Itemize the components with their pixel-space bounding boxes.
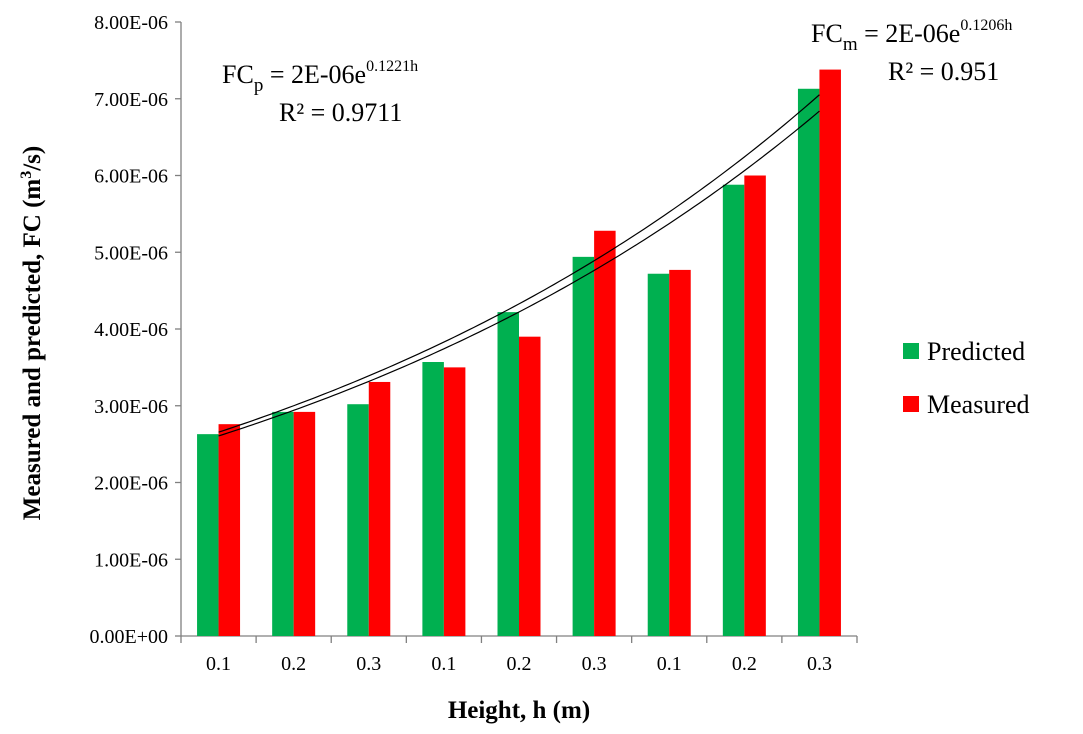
bar-predicted xyxy=(197,434,219,636)
equation-predicted-rhs: = 2E-06e xyxy=(263,60,366,89)
equation-measured-sub: m xyxy=(843,34,858,55)
x-tick-label: 0.1 xyxy=(206,653,231,675)
equation-predicted-lhs: FC xyxy=(222,60,254,89)
y-tick-label: 3.00E-06 xyxy=(94,396,168,418)
equation-measured: FCm = 2E-06e0.1206h xyxy=(811,17,1012,55)
x-tick-label: 0.3 xyxy=(807,653,832,675)
x-tick-label: 0.3 xyxy=(356,653,381,675)
y-axis-title-end: /s) xyxy=(19,146,46,172)
bar-measured xyxy=(669,269,691,636)
bar-predicted xyxy=(797,88,820,636)
y-tick-label: 0.00E+00 xyxy=(90,626,169,648)
bar-measured xyxy=(218,424,241,636)
equation-measured-rhs: = 2E-06e xyxy=(858,19,961,48)
equation-predicted-sub: p xyxy=(254,75,264,96)
trendline-equation-predicted: FCp = 2E-06e0.1221h R² = 0.9711 xyxy=(222,58,418,127)
y-tick-label: 4.00E-06 xyxy=(94,319,168,341)
y-tick-label: 6.00E-06 xyxy=(94,166,168,188)
trendlines xyxy=(218,94,820,437)
trendline-measured xyxy=(218,110,820,437)
bar-measured xyxy=(293,411,316,636)
y-axis-ticks: 0.00E+00 1.00E-06 2.00E-06 3.00E-06 4.00E-06… xyxy=(90,12,181,648)
r-squared-predicted: R² = 0.9711 xyxy=(279,98,402,127)
legend-label-predicted: Predicted xyxy=(927,337,1025,366)
bar-predicted xyxy=(347,404,369,636)
legend-swatch-predicted xyxy=(903,343,919,359)
y-axis-title: Measured and predicted, FC (m3/s) xyxy=(18,146,46,520)
bar-predicted xyxy=(272,411,294,636)
x-tick-label: 0.3 xyxy=(582,653,607,675)
x-tick-label: 0.2 xyxy=(732,653,757,675)
bar-predicted xyxy=(497,312,519,636)
y-tick-label: 2.00E-06 xyxy=(94,473,168,495)
bar-measured xyxy=(443,367,466,636)
equation-predicted-exp: 0.1221h xyxy=(366,58,418,75)
bar-measured xyxy=(819,69,841,636)
y-tick-label: 5.00E-06 xyxy=(94,242,168,264)
y-axis-title-main: Measured and predicted, FC (m xyxy=(19,179,46,521)
y-tick-label: 1.00E-06 xyxy=(94,549,168,571)
legend: Predicted Measured xyxy=(903,337,1030,419)
bar-predicted xyxy=(647,273,670,636)
legend-swatch-measured xyxy=(903,396,919,412)
equation-measured-exp: 0.1206h xyxy=(960,17,1012,34)
bar-measured xyxy=(368,381,391,636)
x-tick-label: 0.1 xyxy=(657,653,682,675)
bar-measured xyxy=(744,175,766,636)
x-axis-title: Height, h (m) xyxy=(448,697,590,724)
trendline-predicted xyxy=(218,94,820,433)
equation-measured-lhs: FC xyxy=(811,19,843,48)
bar-measured xyxy=(594,230,616,636)
x-tick-label: 0.2 xyxy=(281,653,306,675)
r-squared-measured: R² = 0.951 xyxy=(888,57,999,86)
bar-predicted xyxy=(722,184,745,636)
x-tick-label: 0.2 xyxy=(507,653,532,675)
x-tick-label: 0.1 xyxy=(431,653,456,675)
y-tick-label: 8.00E-06 xyxy=(94,12,168,34)
bar-predicted xyxy=(422,362,444,636)
bar-measured xyxy=(519,336,541,636)
bar-predicted xyxy=(572,256,595,636)
legend-label-measured: Measured xyxy=(927,390,1030,419)
bars xyxy=(197,69,841,636)
y-axis-title-sup: 3 xyxy=(18,171,35,179)
trendline-equation-measured: FCm = 2E-06e0.1206h R² = 0.951 xyxy=(811,17,1012,86)
equation-predicted: FCp = 2E-06e0.1221h xyxy=(222,58,418,96)
x-axis-ticks: 0.1 0.2 0.3 0.1 0.2 0.3 0.1 0.2 0.3 xyxy=(180,636,858,675)
y-tick-label: 7.00E-06 xyxy=(94,89,168,111)
